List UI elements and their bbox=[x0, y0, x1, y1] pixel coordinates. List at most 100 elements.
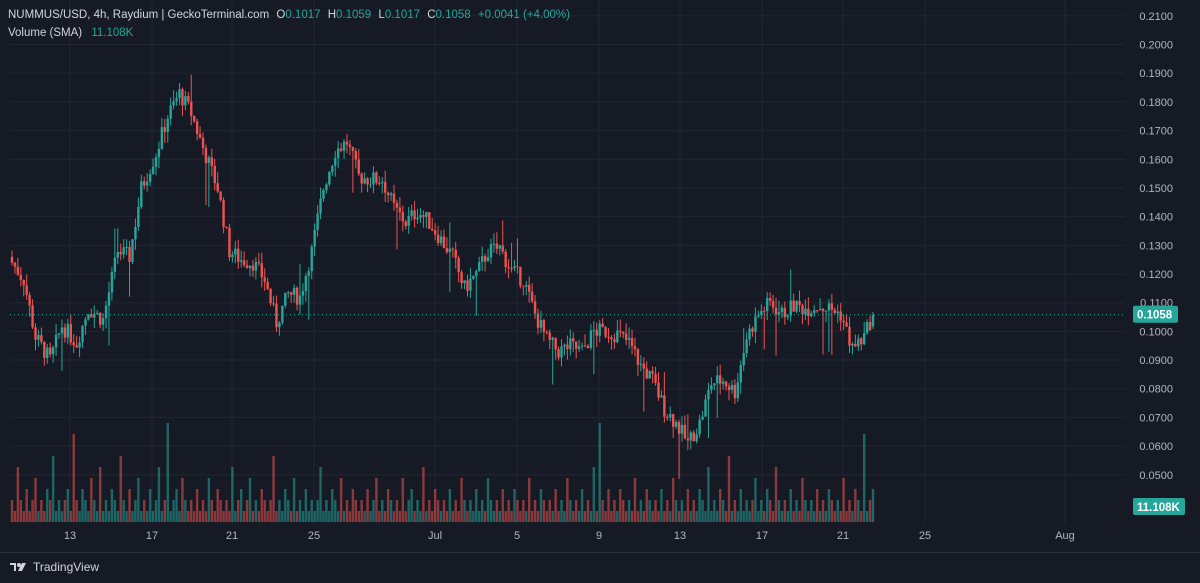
volume-bar bbox=[90, 478, 93, 522]
candle-body bbox=[818, 308, 822, 311]
candle-body bbox=[339, 148, 343, 151]
volume-bar bbox=[548, 500, 551, 522]
candle-body bbox=[16, 266, 20, 275]
time-axis[interactable]: 13 17 21 25 Jul 5 9 13 17 21 25 Aug bbox=[64, 530, 1075, 542]
candle-body bbox=[31, 305, 34, 328]
volume-bar bbox=[724, 511, 728, 522]
candle-body bbox=[93, 313, 96, 318]
volume-bar bbox=[466, 511, 469, 522]
candle-body bbox=[680, 424, 684, 434]
candle-body bbox=[278, 322, 281, 328]
volume-bar bbox=[727, 456, 731, 522]
volume-bar bbox=[516, 500, 519, 522]
candle-body bbox=[381, 181, 384, 184]
candle-body bbox=[98, 312, 102, 325]
volume-bar bbox=[751, 500, 754, 522]
symbol-title[interactable]: NUMMUS/USD, 4h, Raydium | GeckoTerminal.… bbox=[8, 9, 270, 21]
volume-bar bbox=[766, 489, 769, 522]
volume-bar bbox=[46, 489, 49, 522]
candle-body bbox=[495, 243, 499, 249]
volume-bar bbox=[266, 511, 269, 522]
candle-body bbox=[201, 137, 205, 149]
candle-body bbox=[40, 335, 43, 342]
volume-bar bbox=[839, 511, 842, 522]
volume-bar bbox=[369, 511, 372, 522]
candle-body bbox=[613, 339, 616, 343]
price-chart[interactable]: 0.2100 0.2000 0.1900 0.1800 0.1700 0.1600 0.15… bbox=[0, 0, 1200, 552]
volume-bar bbox=[154, 500, 158, 522]
volume-bar bbox=[160, 511, 164, 522]
candle-body bbox=[351, 146, 355, 152]
candle-body bbox=[480, 256, 484, 262]
candle-body bbox=[25, 285, 28, 296]
volume-bar bbox=[666, 500, 669, 522]
volume-bar bbox=[407, 500, 410, 522]
candle-body bbox=[325, 184, 328, 191]
candle-body bbox=[466, 280, 469, 291]
volume-bar bbox=[422, 467, 425, 522]
candle-body bbox=[407, 215, 410, 226]
volume-bar bbox=[554, 489, 557, 522]
volume-bar bbox=[798, 511, 801, 522]
price-tick-label: 0.0900 bbox=[1139, 355, 1173, 367]
volume-bar bbox=[125, 511, 128, 522]
candle-body bbox=[695, 434, 698, 442]
volume-bar bbox=[57, 500, 61, 522]
volume-bar bbox=[680, 500, 684, 522]
candle-body bbox=[75, 345, 78, 348]
volume-bar bbox=[110, 489, 114, 522]
candle-body bbox=[486, 257, 490, 262]
candle-body bbox=[260, 263, 263, 278]
volume-bar bbox=[830, 500, 834, 522]
volume-bar bbox=[583, 511, 587, 522]
candle-body bbox=[319, 198, 322, 214]
volume-bar bbox=[707, 467, 710, 522]
candle-body bbox=[754, 316, 757, 332]
candle-body bbox=[401, 212, 405, 222]
candle-body bbox=[804, 308, 807, 315]
volume-bar bbox=[237, 500, 240, 522]
time-tick-label: 21 bbox=[837, 530, 849, 542]
volume-bar bbox=[172, 500, 175, 522]
candle-body bbox=[760, 310, 763, 315]
candle-body bbox=[742, 353, 745, 366]
volume-bar bbox=[119, 456, 122, 522]
candle-body bbox=[739, 365, 742, 383]
volume-bar bbox=[542, 500, 546, 522]
volume-bar bbox=[563, 511, 566, 522]
volume-bar bbox=[178, 511, 181, 522]
price-tick-label: 0.1800 bbox=[1139, 97, 1173, 109]
volume-bar bbox=[448, 489, 452, 522]
volume-bar bbox=[354, 500, 358, 522]
price-axis[interactable]: 0.2100 0.2000 0.1900 0.1800 0.1700 0.1600 0.15… bbox=[1139, 11, 1173, 482]
candle-body bbox=[592, 329, 596, 331]
volume-bar bbox=[748, 511, 751, 522]
candle-body bbox=[375, 172, 378, 183]
volume-bar bbox=[492, 511, 496, 522]
volume-bar bbox=[328, 511, 331, 522]
candle-body bbox=[263, 277, 266, 282]
volume-bar bbox=[339, 478, 343, 522]
candle-body bbox=[792, 300, 795, 312]
volume-bar bbox=[28, 511, 31, 522]
volume-bar bbox=[572, 511, 575, 522]
volume-label[interactable]: Volume (SMA) bbox=[8, 27, 83, 39]
volume-bar bbox=[807, 511, 810, 522]
candle-body bbox=[510, 268, 513, 270]
candle-body bbox=[187, 96, 190, 102]
volume-bar bbox=[231, 467, 234, 522]
volume-bar bbox=[87, 511, 90, 522]
candle-body bbox=[783, 307, 787, 318]
volume-bar bbox=[601, 500, 604, 522]
price-tick-label: 0.1400 bbox=[1139, 212, 1173, 224]
candle-body bbox=[492, 243, 496, 245]
price-tick-label: 0.2100 bbox=[1139, 11, 1173, 23]
volume-bar bbox=[72, 434, 75, 522]
candle-body bbox=[181, 89, 184, 106]
volume-bar bbox=[442, 500, 446, 522]
tradingview-brand[interactable]: TradingView bbox=[10, 560, 99, 574]
candle-body bbox=[862, 333, 866, 345]
volume-bar bbox=[204, 511, 208, 522]
candle-body bbox=[560, 346, 563, 358]
volume-bar bbox=[319, 467, 322, 522]
